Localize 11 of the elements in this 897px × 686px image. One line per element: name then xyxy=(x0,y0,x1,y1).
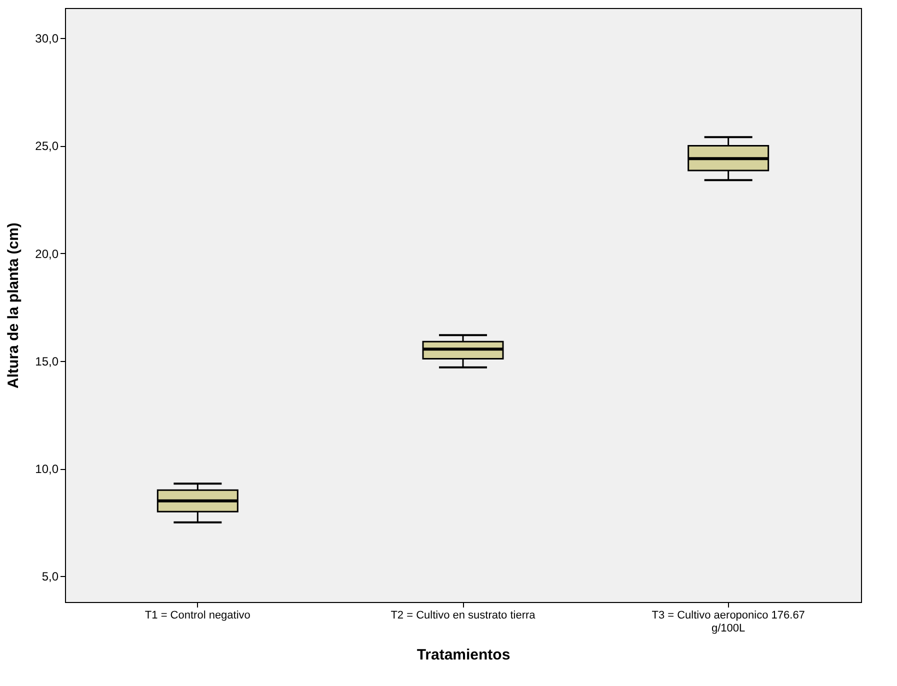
y-tick-label: 10,0 xyxy=(35,462,59,476)
x-tick-label: T1 = Control negativo xyxy=(144,610,250,622)
x-tick-label: T2 = Cultivo en sustrato tierra xyxy=(390,610,536,622)
y-tick-label: 25,0 xyxy=(35,139,59,154)
x-axis-title: Tratamientos xyxy=(416,646,510,664)
y-axis-title: Altura de la planta (cm) xyxy=(5,222,22,388)
y-tick-label: 20,0 xyxy=(35,246,59,261)
y-tick-label: 15,0 xyxy=(35,354,59,368)
y-tick-label: 30,0 xyxy=(35,32,59,46)
x-tick-label: T3 = Cultivo aeroponico 176.67 g/100L xyxy=(652,610,805,634)
y-tick-label: 5,0 xyxy=(42,570,59,584)
